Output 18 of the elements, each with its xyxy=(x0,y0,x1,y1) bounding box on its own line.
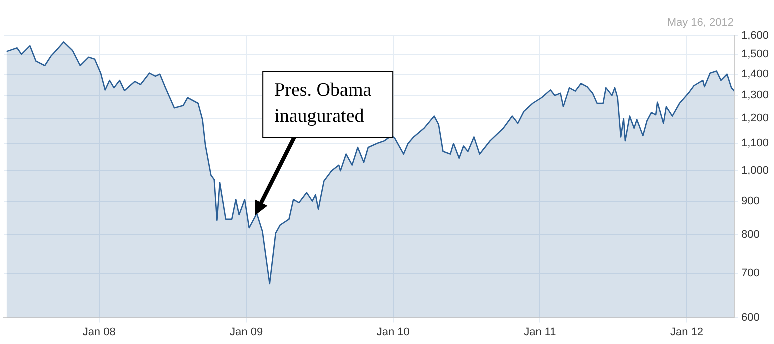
y-tick-label: 1,000 xyxy=(741,165,770,178)
y-tick-label: 900 xyxy=(741,195,760,208)
x-tick-label: Jan 10 xyxy=(376,326,410,338)
annotation: Pres. Obama inaugurated xyxy=(274,80,372,128)
y-tick-label: 1,500 xyxy=(741,48,770,61)
chart-subtitle: May 16, 2012 xyxy=(667,17,734,29)
y-tick-label: 1,400 xyxy=(741,68,770,80)
x-tick-label: Jan 08 xyxy=(82,326,116,338)
y-tick-label: 800 xyxy=(741,229,760,242)
y-tick-label: 600 xyxy=(741,312,760,324)
y-tick-label: 700 xyxy=(741,268,760,280)
y-tick-label: 1,600 xyxy=(741,30,770,42)
x-tick-label: Jan 11 xyxy=(524,326,556,338)
y-tick-label: 1,300 xyxy=(741,90,770,102)
x-tick-label: Jan 09 xyxy=(230,326,264,338)
y-tick-label: 1,200 xyxy=(741,112,770,125)
y-tick-label: 1,100 xyxy=(741,138,770,150)
x-tick-label: Jan 12 xyxy=(670,326,704,338)
